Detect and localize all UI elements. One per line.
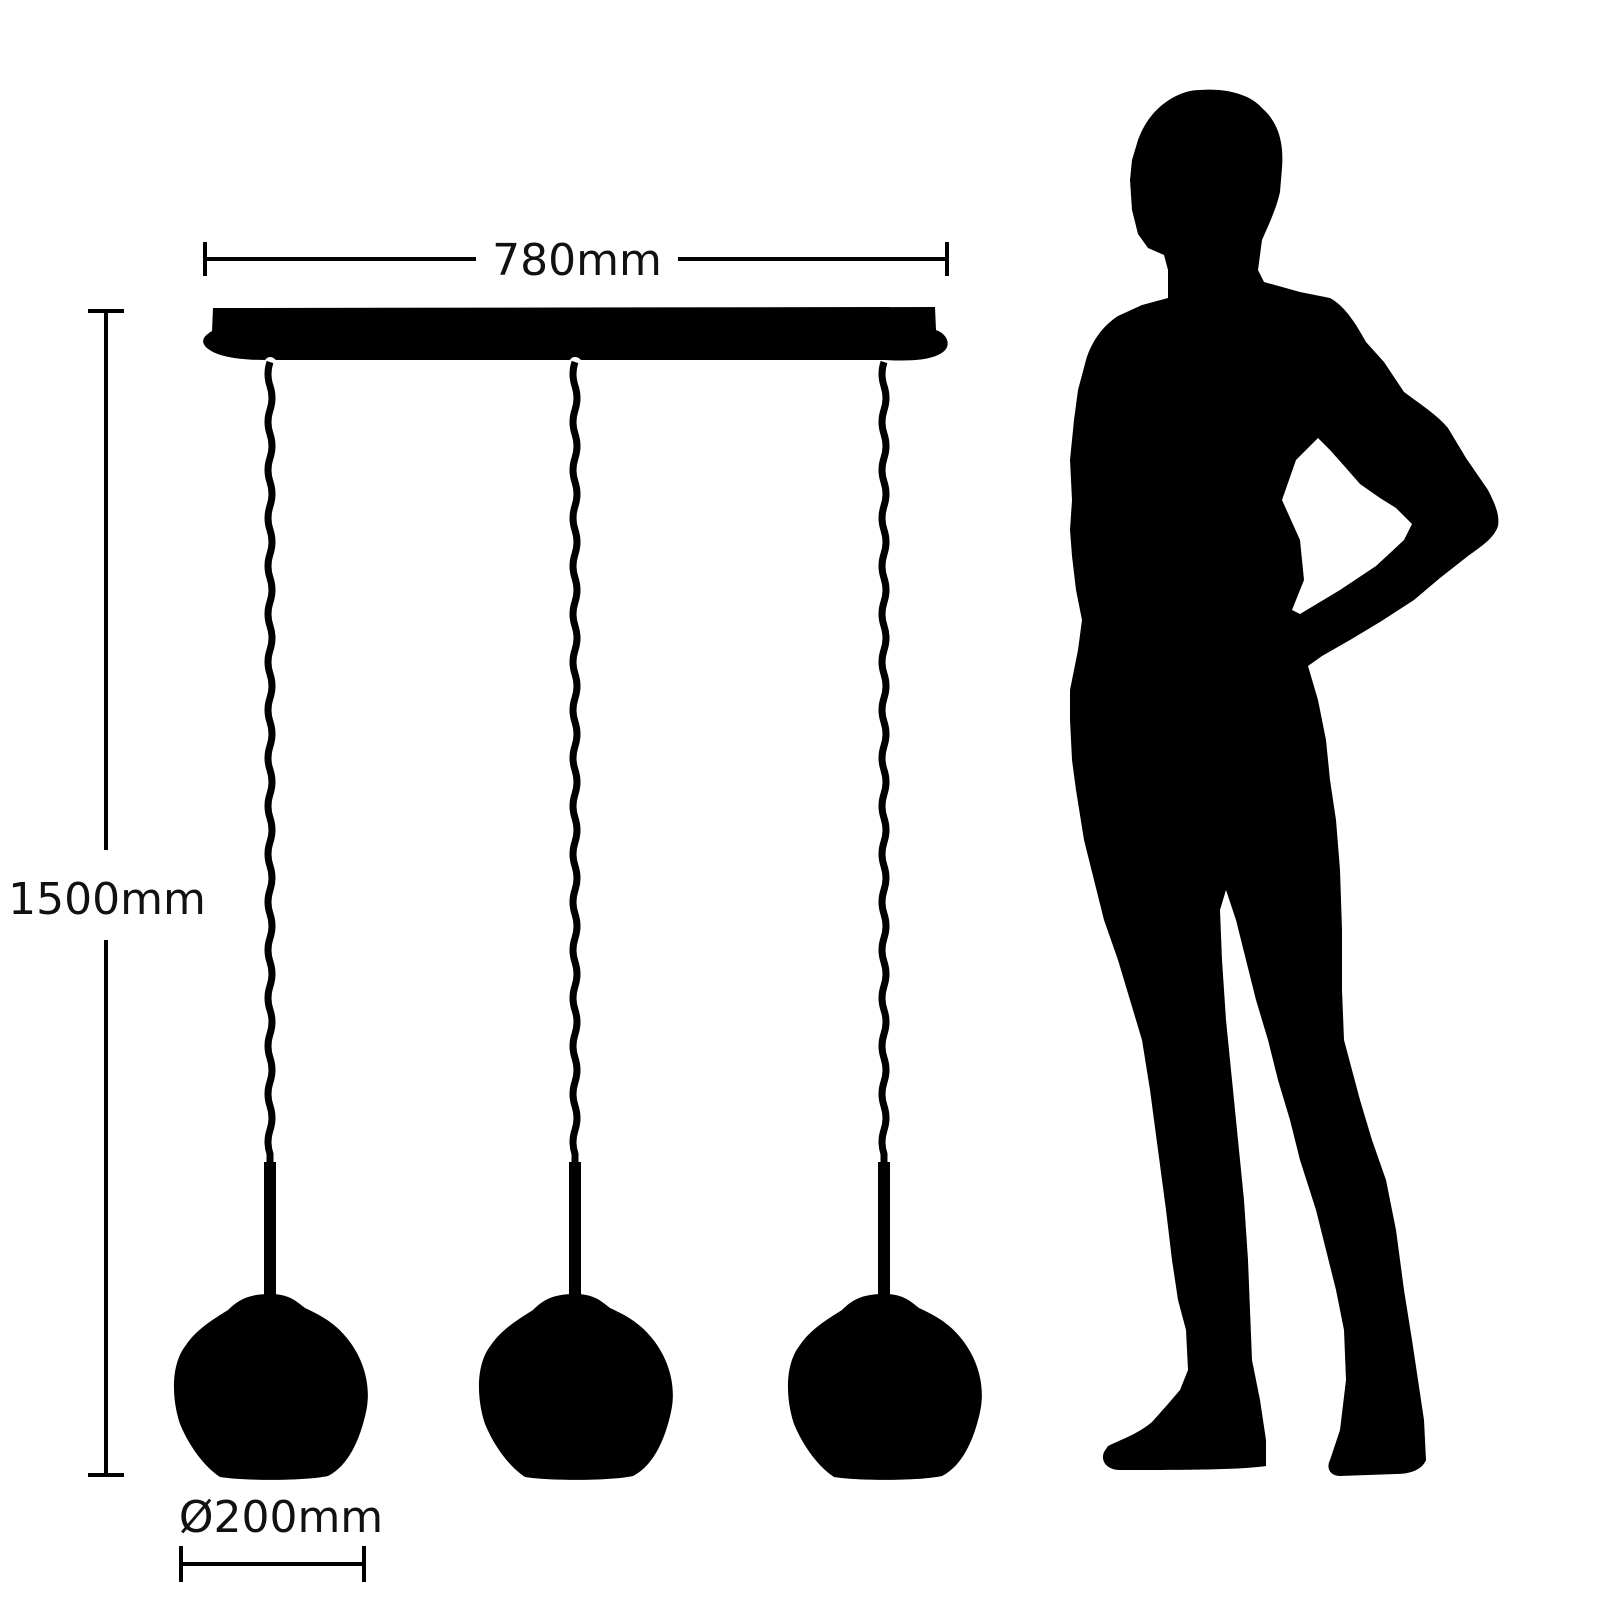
pendant-cable-3 <box>878 360 890 1165</box>
pendant-lamp-1 <box>173 360 368 1480</box>
width-dimension <box>203 242 949 276</box>
pendant-cable-2 <box>569 360 581 1165</box>
pendant-rod-2 <box>569 1162 581 1298</box>
pendant-shade-3 <box>787 1294 982 1480</box>
human-silhouette <box>1070 89 1499 1476</box>
ceiling-canopy <box>203 307 948 361</box>
pendant-lamp-2 <box>478 360 673 1480</box>
pendant-lamp-3 <box>787 360 982 1480</box>
height-label: 1500mm <box>8 874 206 925</box>
pendant-rod-1 <box>264 1162 276 1298</box>
diameter-dimension <box>179 1546 366 1582</box>
pendant-cable-1 <box>264 360 276 1165</box>
height-dimension <box>88 309 124 1477</box>
diameter-label: Ø200mm <box>179 1492 383 1543</box>
width-label: 780mm <box>492 235 662 286</box>
pendant-shade-2 <box>478 1294 673 1480</box>
pendant-shade-1 <box>173 1294 368 1480</box>
pendant-rod-3 <box>878 1162 890 1298</box>
